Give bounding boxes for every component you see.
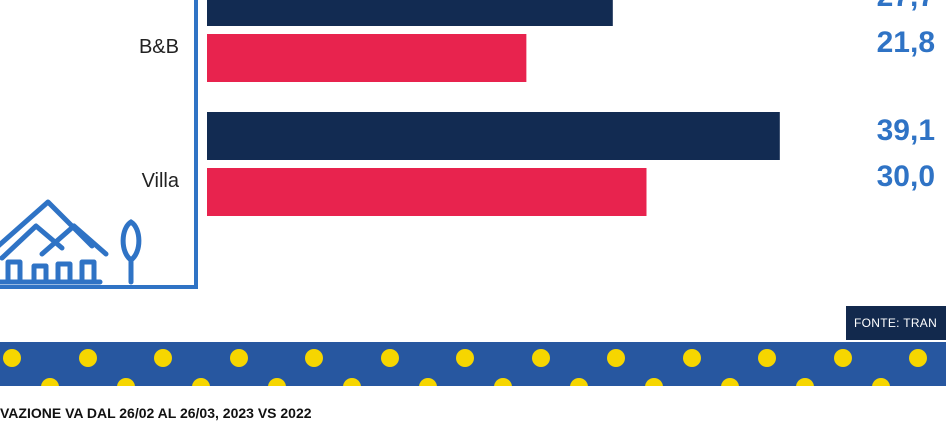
dotted-band (0, 342, 946, 386)
source-label: FONTE: TRAN (846, 306, 946, 340)
tree-icon (120, 219, 142, 285)
band-dot (532, 349, 550, 367)
band-dot (41, 378, 59, 386)
band-dot (570, 378, 588, 386)
bar (207, 34, 527, 82)
band-dot (607, 349, 625, 367)
band-dot (796, 378, 814, 386)
band-dot (117, 378, 135, 386)
bar (207, 0, 613, 26)
category-label: B&B (139, 36, 179, 58)
houses-icon (0, 199, 109, 285)
band-dot (758, 349, 776, 367)
value-label: 21,8 (877, 26, 935, 59)
footnote: VAZIONE VA DAL 26/02 AL 26/03, 2023 VS 2… (0, 405, 312, 421)
axis-line (0, 0, 198, 289)
band-dot (305, 349, 323, 367)
band-dot (456, 349, 474, 367)
bar (207, 112, 780, 160)
category-label: Villa (142, 170, 180, 192)
band-dot (79, 349, 97, 367)
band-dot (230, 349, 248, 367)
bars (207, 0, 780, 216)
bar (207, 168, 647, 216)
band-dot (268, 378, 286, 386)
band-dot (419, 378, 437, 386)
category-labels: B&B Villa (139, 36, 180, 192)
band-dot (834, 349, 852, 367)
value-labels: 27,7 21,8 39,1 30,0 (877, 0, 935, 193)
band-dot (683, 349, 701, 367)
band-dot (494, 378, 512, 386)
band-dot (343, 378, 361, 386)
value-label: 30,0 (877, 160, 935, 193)
band-dot (909, 349, 927, 367)
band-dot (872, 378, 890, 386)
band-dot (721, 378, 739, 386)
value-label: 39,1 (877, 114, 935, 147)
band-dot (381, 349, 399, 367)
band-dot (645, 378, 663, 386)
value-label: 27,7 (877, 0, 935, 13)
band-dot (3, 349, 21, 367)
band-dot (192, 378, 210, 386)
band-dot (154, 349, 172, 367)
